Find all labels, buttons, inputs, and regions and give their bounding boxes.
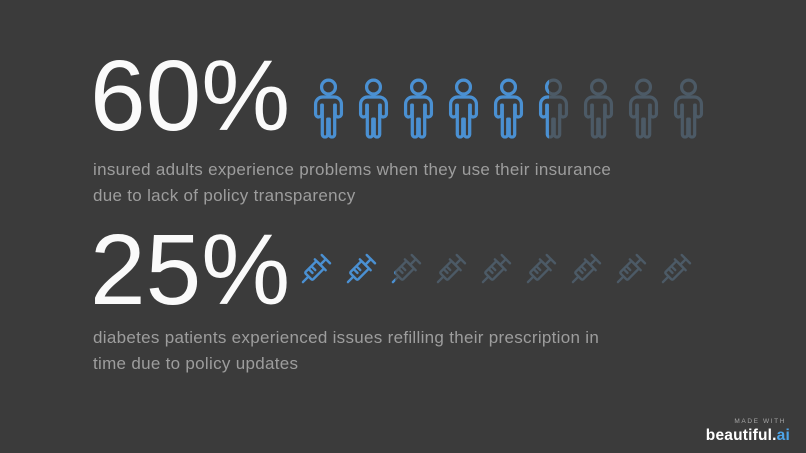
person-icon — [306, 76, 351, 142]
stat-percentage-insurance: 60% — [90, 40, 291, 152]
stat-description-insurance: insured adults experience problems when … — [93, 160, 612, 206]
syringe-icon — [654, 246, 699, 291]
person-pictogram-row — [306, 76, 711, 142]
syringe-icon — [519, 246, 564, 291]
syringe-pictogram-row — [294, 246, 699, 291]
person-icon — [621, 76, 666, 142]
syringe-icon — [294, 246, 339, 291]
syringe-icon — [339, 246, 384, 291]
syringe-icon — [564, 246, 609, 291]
syringe-icon — [384, 246, 429, 291]
person-icon — [531, 76, 576, 142]
beautiful-ai-logo[interactable]: beautiful.ai — [706, 427, 790, 445]
person-icon — [576, 76, 621, 142]
stat-description-diabetes: diabetes patients experienced issues ref… — [93, 328, 600, 374]
brand-text: beautiful. — [705, 427, 777, 444]
person-icon — [486, 76, 531, 142]
stat-percentage-diabetes: 25% — [90, 214, 291, 326]
syringe-icon — [429, 246, 474, 291]
brand-suffix: ai — [776, 427, 790, 444]
watermark: MADE WITH beautiful.ai — [706, 418, 790, 445]
made-with-label: MADE WITH — [734, 418, 786, 425]
person-icon — [666, 76, 711, 142]
person-icon — [396, 76, 441, 142]
person-icon — [441, 76, 486, 142]
person-icon — [351, 76, 396, 142]
syringe-icon — [609, 246, 654, 291]
syringe-icon — [474, 246, 519, 291]
